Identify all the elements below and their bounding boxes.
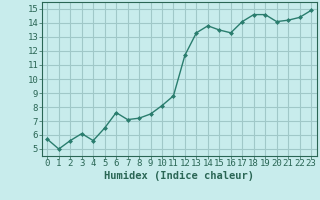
X-axis label: Humidex (Indice chaleur): Humidex (Indice chaleur) <box>104 171 254 181</box>
